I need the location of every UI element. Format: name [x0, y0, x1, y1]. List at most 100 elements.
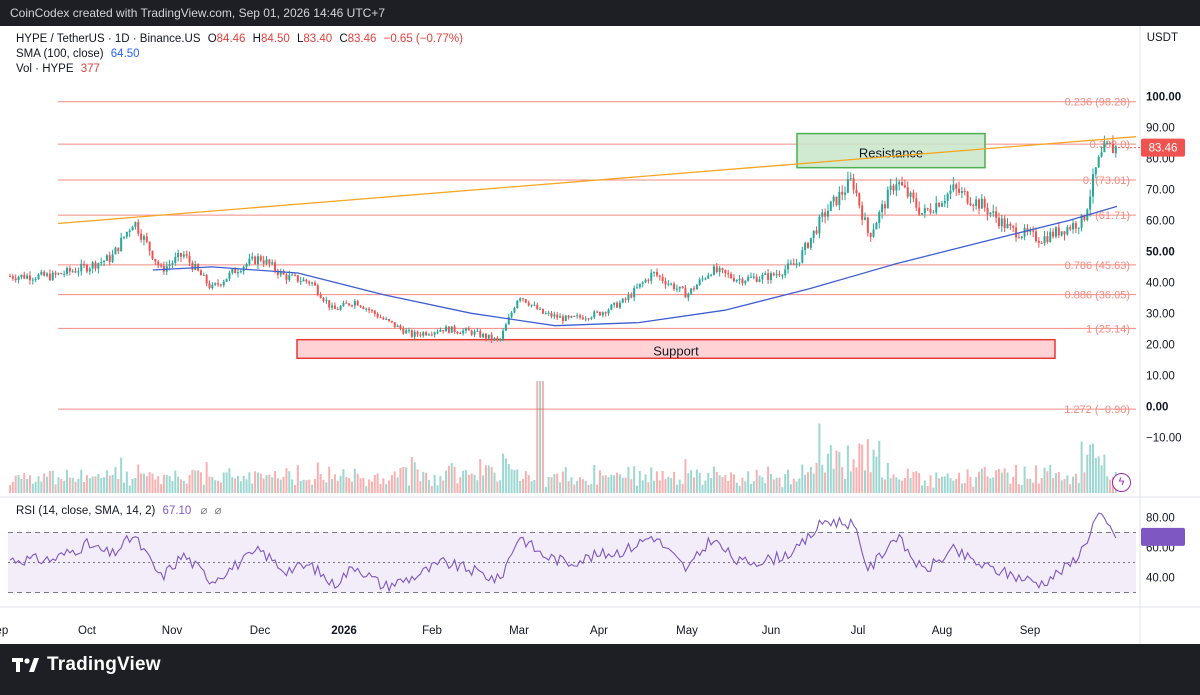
volume-bar [581, 479, 584, 493]
candle-body [1032, 230, 1035, 232]
volume-bar [1109, 479, 1112, 493]
candle-body [1083, 215, 1086, 221]
volume-bar [869, 472, 872, 493]
volume-label[interactable]: Vol · HYPE [16, 63, 74, 75]
volume-bar [769, 473, 772, 493]
candle-body [915, 198, 918, 208]
candle-body [638, 283, 641, 288]
volume-bar [439, 476, 442, 493]
candle-body [80, 263, 83, 272]
candle-body [410, 330, 413, 337]
rsi-label[interactable]: RSI (14, close, SMA, 14, 2) [16, 505, 156, 517]
volume-bar [328, 466, 331, 493]
candle-body [388, 318, 391, 321]
candles [9, 135, 1117, 343]
volume-bar [536, 381, 539, 493]
candle-body [385, 318, 388, 320]
candle-body [997, 217, 1000, 227]
candle-body [1092, 174, 1094, 197]
candle-body [447, 326, 450, 333]
volume-bar [846, 445, 849, 493]
volume-bar [88, 478, 91, 493]
candle-body [342, 302, 345, 307]
volume-bar [909, 478, 912, 493]
candle-body [878, 212, 881, 223]
volume-bar [43, 473, 46, 493]
volume-bar [131, 478, 134, 493]
candle-body [390, 320, 393, 323]
volume-bar [724, 475, 727, 493]
candle-body [940, 203, 943, 207]
candle-body [1046, 236, 1049, 242]
volume-bar [46, 476, 49, 493]
volume-bar [693, 477, 695, 493]
candle-body [613, 302, 616, 305]
time-axis-label: Nov [162, 625, 183, 637]
tradingview-logo[interactable]: TradingView [12, 654, 161, 676]
volume-bar [815, 462, 818, 493]
volume-bar [767, 466, 770, 493]
sma-label[interactable]: SMA (100, close) [16, 48, 104, 60]
volume-bar [835, 450, 838, 493]
volume-bar [787, 469, 790, 493]
candle-body [866, 217, 869, 233]
candle-body [559, 316, 562, 318]
candle-body [949, 190, 952, 194]
volume-bar [824, 472, 827, 493]
volume-bar [97, 473, 100, 493]
candle-body [929, 209, 932, 213]
volume-bar [812, 473, 815, 493]
candle-body [1020, 236, 1023, 238]
volume-bar [462, 470, 465, 493]
lightning-icon[interactable]: ϟ [1112, 473, 1131, 492]
candle-body [978, 199, 980, 209]
candle-body [519, 298, 522, 301]
candle-body [715, 266, 718, 273]
volume-bar [442, 480, 445, 493]
open-value: 84.46 [216, 33, 246, 45]
volume-bar [849, 471, 852, 493]
candle-body [225, 278, 228, 282]
volume-bar [960, 483, 963, 493]
candle-body [125, 231, 128, 237]
candle-body [616, 302, 619, 308]
eye-off-icon[interactable]: ⌀ [200, 505, 208, 517]
volume-bar [510, 469, 513, 493]
candle-body [724, 269, 727, 274]
candle-body [550, 312, 553, 317]
candle-body [445, 326, 448, 332]
price-axis-tick: 0.00 [1146, 401, 1168, 413]
volume-bar [712, 466, 715, 493]
volume-bar [886, 462, 889, 493]
candle-body [844, 192, 847, 195]
volume-bar [502, 453, 505, 493]
volume-bar [818, 423, 821, 493]
candle-body [71, 271, 74, 273]
volume-bar [433, 474, 436, 493]
candle-body [439, 330, 442, 332]
candle-body [755, 276, 758, 282]
volume-bar [365, 486, 368, 493]
volume-bar [71, 477, 74, 493]
price-chart[interactable]: 0.236 (98.28) 0.382 0) 0. (73.01) (61.71) 0.… [0, 26, 1200, 644]
volume-bar [587, 484, 590, 493]
candle-body [1049, 231, 1052, 242]
volume-bar [943, 476, 946, 493]
candle-body [194, 264, 197, 270]
candle-body [764, 273, 767, 275]
volume-bar [311, 484, 314, 493]
volume-bar [294, 485, 296, 493]
candle-body [1006, 223, 1009, 229]
candle-body [621, 298, 624, 303]
candle-body [285, 274, 288, 280]
volume-bar [524, 471, 527, 493]
candle-body [923, 208, 926, 214]
candle-body [579, 315, 581, 318]
volume-bar [123, 482, 125, 493]
volume-bar [459, 477, 462, 493]
volume-bar [727, 480, 730, 493]
candle-body [698, 279, 701, 285]
currency-label[interactable]: USDT [1146, 32, 1178, 44]
settings-off-icon[interactable]: ⌀ [214, 505, 222, 517]
symbol-label[interactable]: HYPE / TetherUS · 1D · Binance.US [16, 33, 201, 45]
